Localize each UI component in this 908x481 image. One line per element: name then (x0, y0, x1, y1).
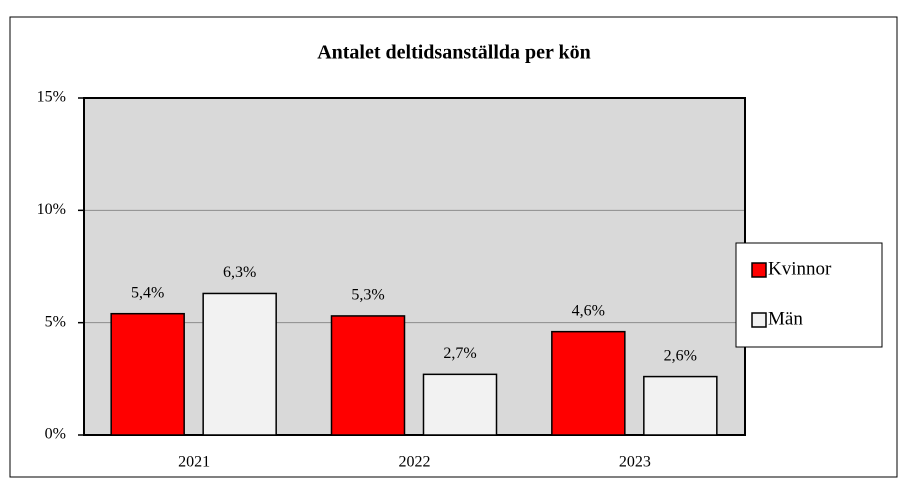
x-tick-label: 2021 (178, 454, 210, 471)
legend-label: Kvinnor (768, 258, 832, 279)
bar (330, 315, 406, 436)
bar (422, 373, 498, 436)
y-tick-label: 5% (45, 313, 66, 330)
x-tick-label: 2022 (399, 454, 431, 471)
chart-title: Antalet deltidsanställda per kön (317, 42, 591, 64)
value-label: 2,6% (664, 347, 697, 364)
legend-label: Män (768, 308, 803, 329)
legend-swatch (751, 312, 767, 328)
value-label: 4,6% (572, 302, 605, 319)
y-tick-label: 0% (45, 426, 66, 443)
value-label: 6,3% (223, 264, 256, 281)
plot-area (84, 98, 745, 435)
bar (643, 375, 718, 436)
legend-swatch (751, 262, 767, 278)
y-tick-label: 15% (37, 89, 66, 106)
bar (202, 292, 277, 436)
bar (551, 330, 626, 436)
x-tick-label: 2023 (619, 454, 651, 471)
value-label: 5,4% (131, 284, 164, 301)
bar (110, 312, 185, 436)
value-label: 2,7% (443, 345, 476, 362)
y-tick-label: 10% (37, 201, 66, 218)
value-label: 5,3% (351, 287, 384, 304)
legend-box (735, 242, 883, 348)
